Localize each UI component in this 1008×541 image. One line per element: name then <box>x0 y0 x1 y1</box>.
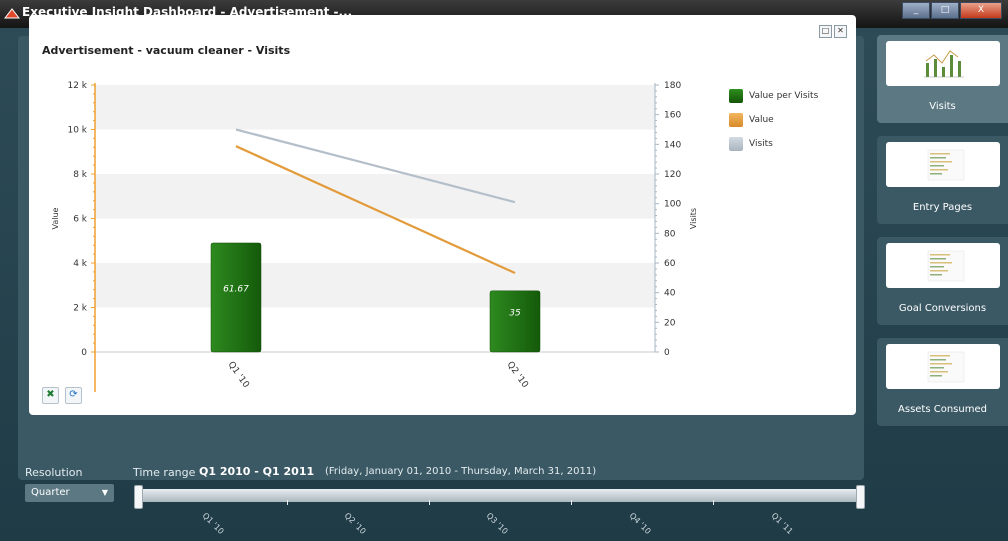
grid-band <box>95 85 655 130</box>
sidebar-item-label: Assets Consumed <box>898 404 987 415</box>
right-tick-label: 160 <box>664 111 681 121</box>
bar-data-label: 35 <box>509 308 521 318</box>
legend-swatch <box>729 113 743 127</box>
thumbnail-goal-conversions <box>886 243 1000 288</box>
legend-item-value-per-visits[interactable]: Value per Visits <box>729 84 818 108</box>
bar <box>489 290 541 353</box>
legend-swatch <box>729 137 743 151</box>
right-tick-label: 20 <box>664 318 676 328</box>
minimize-button[interactable]: _ <box>902 2 930 19</box>
restore-icon[interactable]: □ <box>819 25 832 38</box>
legend-item-value[interactable]: Value <box>729 108 818 132</box>
legend-swatch <box>729 89 743 103</box>
slider-end-handle[interactable] <box>856 485 865 509</box>
slider-tick <box>571 500 572 505</box>
sidebar-item-entry-pages[interactable]: Entry Pages <box>877 136 1008 224</box>
chart-title: Advertisement - vacuum cleaner - Visits <box>42 44 291 57</box>
time-range-value: Q1 2010 - Q1 2011 <box>199 465 315 478</box>
legend-label: Value per Visits <box>749 91 819 101</box>
visits-line <box>235 128 516 204</box>
left-tick-label: 6 k <box>73 215 88 225</box>
left-axis-label: Value <box>51 207 60 229</box>
resolution-select[interactable]: Quarter ▼ <box>25 484 114 502</box>
right-axis-label: Visits <box>689 208 698 229</box>
right-tick-label: 120 <box>664 170 681 180</box>
excel-export-icon[interactable]: ✖ <box>42 387 59 404</box>
close-icon[interactable]: ✕ <box>834 25 847 38</box>
thumbnail-visits <box>886 41 1000 86</box>
time-range-detail: (Friday, January 01, 2010 - Thursday, Ma… <box>325 466 597 477</box>
left-tick-label: 4 k <box>73 259 88 269</box>
sidebar-item-goal-conversions[interactable]: Goal Conversions <box>877 237 1008 325</box>
left-tick-label: 12 k <box>67 81 87 91</box>
right-tick-label: 180 <box>664 81 681 91</box>
left-tick-label: 8 k <box>73 170 88 180</box>
slider-tick <box>287 500 288 505</box>
right-tick-label: 100 <box>664 200 681 210</box>
sidebar-item-label: Visits <box>929 101 956 112</box>
close-button[interactable]: X <box>960 2 1002 19</box>
thumbnail-entry-pages <box>886 142 1000 187</box>
legend-label: Visits <box>749 139 773 149</box>
slider-tick <box>429 500 430 505</box>
left-tick-label: 0 <box>81 348 87 358</box>
resolution-label: Resolution <box>25 466 83 479</box>
right-tick-label: 140 <box>664 140 681 150</box>
value-line <box>235 145 516 275</box>
legend-label: Value <box>749 115 774 125</box>
time-range-slider[interactable] <box>135 489 863 502</box>
chart-svg: 0 2 k 4 k 6 k 8 k 10 k 12 k 0 20 40 60 80 100 120 140… <box>51 81 698 392</box>
sidebar-item-label: Goal Conversions <box>898 303 987 314</box>
sidebar-item-label: Entry Pages <box>912 202 973 213</box>
bar <box>210 242 262 353</box>
slider-start-handle[interactable] <box>134 485 143 509</box>
left-tick-label: 10 k <box>67 126 87 136</box>
slider-tick <box>713 500 714 505</box>
refresh-icon[interactable]: ⟳ <box>65 387 82 404</box>
maximize-button[interactable]: □ <box>931 2 959 19</box>
grid-band <box>95 174 655 219</box>
chart-legend: Value per Visits Value Visits <box>729 84 818 156</box>
thumbnail-assets-consumed <box>886 344 1000 389</box>
left-tick-label: 2 k <box>73 304 88 314</box>
time-range-label: Time range <box>133 466 196 479</box>
grid-band <box>95 263 655 308</box>
category-label: Q1 '10 <box>226 360 251 390</box>
chart-panel: □ ✕ Advertisement - vacuum cleaner - Vis… <box>29 15 856 415</box>
chevron-down-icon: ▼ <box>101 488 108 497</box>
sidebar-item-visits[interactable]: Visits <box>877 35 1008 123</box>
resolution-value: Quarter <box>31 487 70 498</box>
bar-data-label: 61.67 <box>223 284 249 294</box>
category-label: Q2 '10 <box>505 360 530 390</box>
right-tick-label: 0 <box>664 348 670 358</box>
right-tick-label: 60 <box>664 259 676 269</box>
app-icon <box>4 8 20 19</box>
sidebar-item-assets-consumed[interactable]: Assets Consumed <box>877 338 1008 426</box>
legend-item-visits[interactable]: Visits <box>729 132 818 156</box>
right-tick-label: 40 <box>664 289 676 299</box>
right-tick-label: 80 <box>664 229 676 239</box>
